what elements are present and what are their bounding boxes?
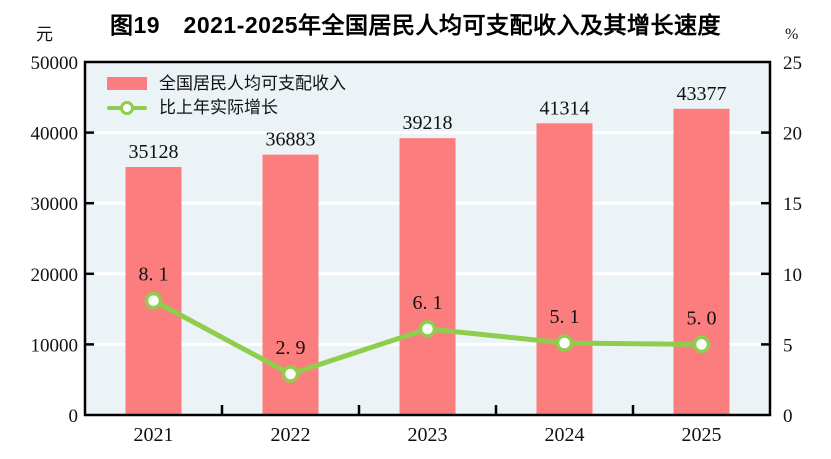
left-axis-unit: 元	[36, 25, 53, 44]
chart-title: 图19 2021-2025年全国居民人均可支配收入及其增长速度	[109, 12, 722, 38]
growth-marker-2021	[144, 291, 163, 310]
bar-2023	[399, 138, 456, 416]
right-axis-label-10: 10	[783, 265, 802, 286]
bar-2021	[125, 166, 182, 415]
growth-value-label-2025: 5. 0	[687, 307, 717, 329]
x-tick-label-2025: 2025	[682, 424, 722, 446]
right-axis-label-20: 20	[783, 124, 802, 145]
x-tick-label-2021: 2021	[134, 424, 174, 446]
line-legend-marker	[120, 100, 134, 115]
legend-label-income: 全国居民人均可支配收入	[159, 74, 346, 93]
x-tick-label-2022: 2022	[271, 424, 311, 446]
right-axis-unit: %	[785, 26, 799, 43]
bar-value-label-2025: 43377	[677, 83, 727, 105]
growth-marker-2022	[281, 365, 300, 383]
right-axis-label-15: 15	[783, 194, 802, 215]
bar-value-label-2021: 35128	[129, 141, 179, 163]
bar-2025	[673, 108, 730, 416]
bar-2024	[536, 123, 593, 416]
right-axis-label-0: 0	[783, 406, 793, 427]
bar-value-label-2023: 39218	[403, 112, 453, 134]
x-tick-label-2024: 2024	[545, 424, 585, 446]
left-axis-label-20000: 20000	[31, 265, 79, 286]
right-axis-label-5: 5	[783, 335, 793, 356]
bar-value-label-2024: 41314	[540, 97, 590, 119]
growth-marker-2025	[692, 335, 711, 354]
line-legend-swatch-icon	[107, 100, 147, 115]
right-axis-label-25: 25	[783, 53, 802, 74]
left-axis-label-50000: 50000	[31, 53, 79, 74]
left-axis-label-30000: 30000	[31, 194, 79, 215]
growth-marker-2023	[418, 320, 437, 338]
left-axis-label-10000: 10000	[31, 335, 79, 356]
growth-value-label-2022: 2. 9	[276, 337, 306, 359]
x-tick-label-2023: 2023	[408, 424, 448, 446]
legend: 全国居民人均可支配收入 比上年实际增长	[107, 74, 346, 117]
legend-label-growth: 比上年实际增长	[159, 98, 278, 117]
growth-value-label-2021: 8. 1	[139, 264, 169, 286]
bar-value-label-2022: 36883	[266, 129, 316, 151]
growth-value-label-2023: 6. 1	[413, 292, 443, 314]
legend-item-growth: 比上年实际增长	[107, 98, 346, 117]
growth-marker-2024	[555, 334, 574, 352]
left-axis-label-0: 0	[69, 406, 79, 427]
growth-value-label-2024: 5. 1	[550, 306, 580, 328]
legend-item-income: 全国居民人均可支配收入	[107, 74, 346, 93]
plot-border	[83, 60, 772, 417]
bar-legend-swatch-icon	[107, 77, 147, 90]
left-axis-label-40000: 40000	[31, 124, 79, 145]
